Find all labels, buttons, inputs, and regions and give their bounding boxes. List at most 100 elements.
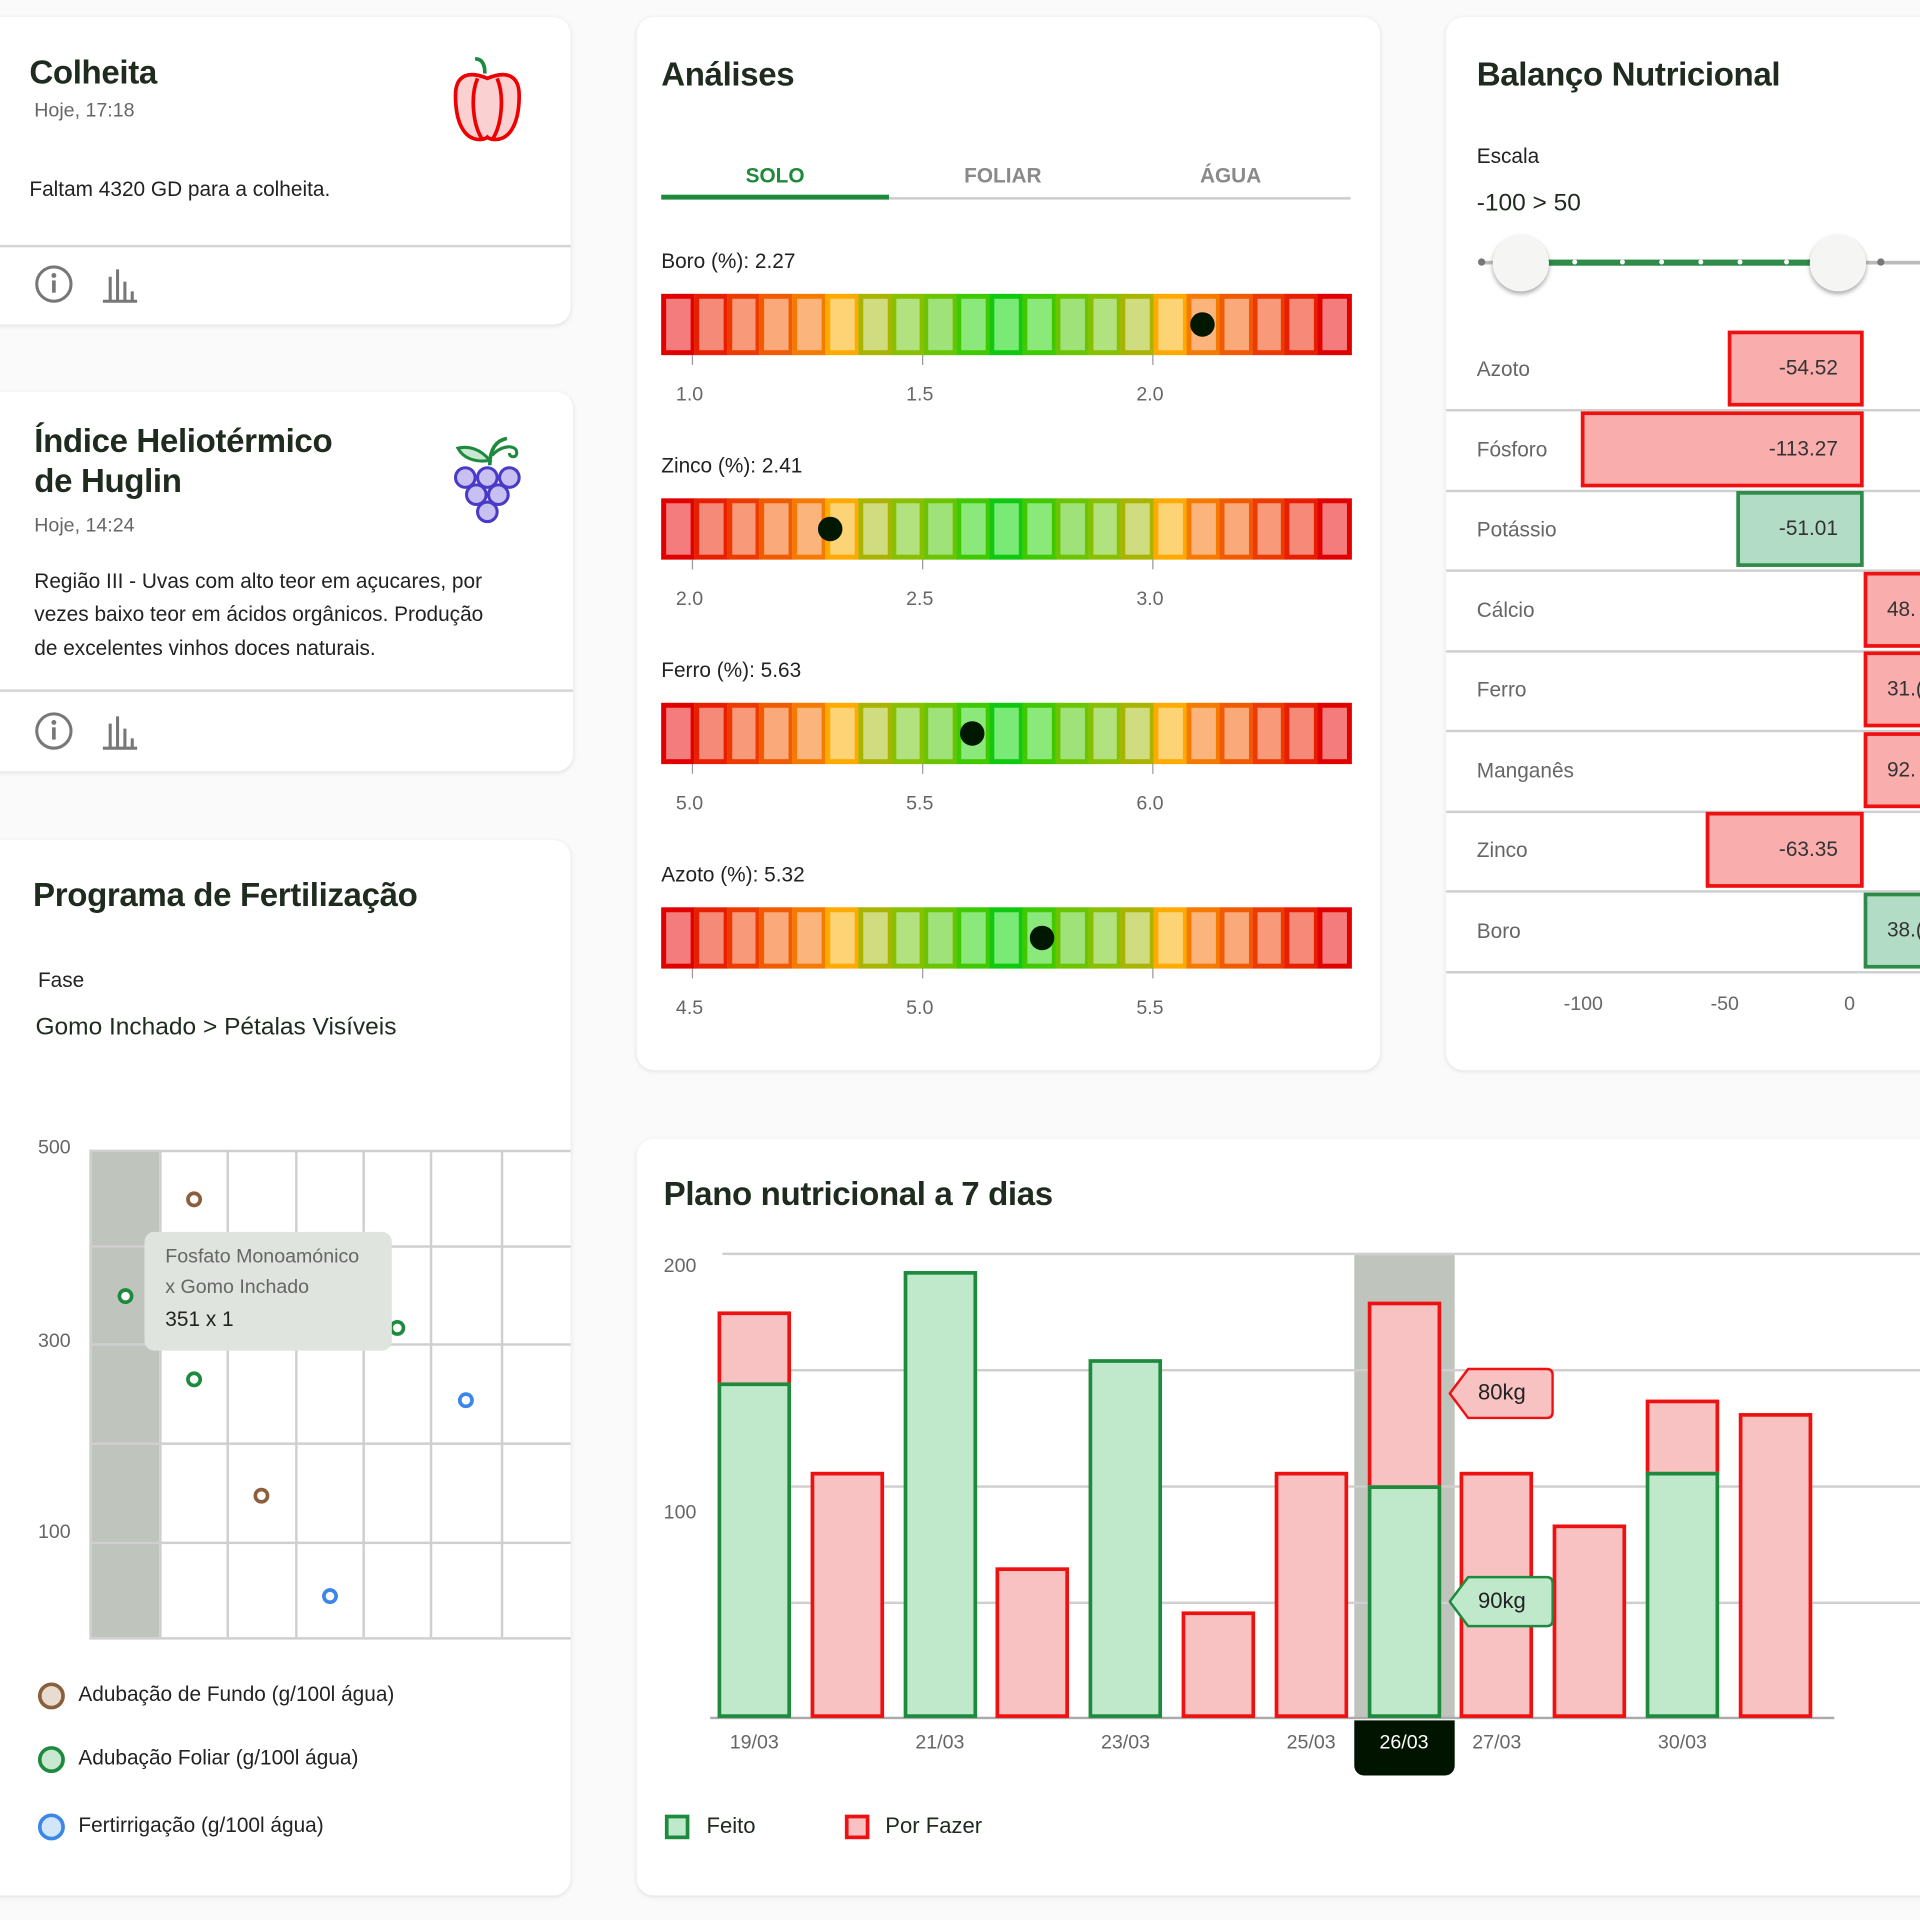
- bar-done[interactable]: [903, 1271, 977, 1718]
- analyses-title: Análises: [661, 56, 795, 94]
- tab-solo[interactable]: SOLO: [745, 164, 805, 188]
- slider-thumb-max[interactable]: [1809, 235, 1867, 292]
- balance-bar[interactable]: -54.52: [1727, 330, 1864, 407]
- gauge-segment: [858, 907, 893, 969]
- gauge-label: Boro (%): 2.27: [661, 249, 796, 274]
- gauge-tick: [691, 355, 694, 365]
- y-axis-label: 300: [37, 1331, 71, 1352]
- x-axis-label[interactable]: 25/03: [1286, 1732, 1336, 1754]
- gauge-segment: [694, 702, 729, 765]
- x-axis-label-selected[interactable]: 26/03: [1353, 1720, 1455, 1776]
- scatter-point[interactable]: [185, 1191, 202, 1208]
- harvest-time: Hoje, 17:18: [34, 100, 135, 122]
- scatter-point[interactable]: [185, 1371, 202, 1388]
- gauge-segment: [661, 907, 696, 969]
- gauge-segment: [825, 293, 860, 356]
- gauge-segment: [759, 293, 794, 356]
- gauge-segment: [1087, 498, 1123, 560]
- gauge-segment: [825, 702, 860, 765]
- balance-bar[interactable]: 48.: [1863, 571, 1920, 648]
- bar-chart-icon[interactable]: [100, 711, 139, 750]
- gauge-segment: [1284, 498, 1319, 560]
- scatter-point[interactable]: [457, 1391, 474, 1408]
- gauge-segment: [891, 498, 926, 560]
- tooltip-value: 351 x 1: [165, 1307, 234, 1332]
- gauge-segment: [1186, 702, 1221, 765]
- bar-chart-icon[interactable]: [100, 264, 139, 303]
- balance-title: Balanço Nutricional: [1476, 56, 1781, 94]
- gauge-segment: [1153, 702, 1188, 765]
- bar-todo[interactable]: [810, 1471, 884, 1718]
- gauge-segment: [661, 293, 696, 356]
- gauge-segment: [1252, 907, 1287, 969]
- grid-line: [89, 1637, 571, 1640]
- gauge-tick: [922, 968, 924, 979]
- bar-todo[interactable]: [1645, 1399, 1720, 1475]
- gauge-tick: [1152, 764, 1154, 774]
- info-icon[interactable]: [34, 711, 73, 750]
- balance-bar[interactable]: -51.01: [1736, 491, 1864, 567]
- balance-axis-label: -100: [1563, 994, 1603, 1016]
- phase-value[interactable]: Gomo Inchado > Pétalas Visíveis: [35, 1013, 397, 1041]
- x-axis-label[interactable]: 23/03: [1101, 1732, 1151, 1754]
- gauge-segment: [858, 702, 893, 765]
- gauge-segment: [1087, 702, 1123, 765]
- gauge-segment: [1317, 702, 1352, 765]
- gauge-tick-label: 2.0: [675, 588, 704, 610]
- bar-todo[interactable]: [1552, 1524, 1627, 1718]
- bar-todo[interactable]: [1181, 1610, 1256, 1718]
- gauge-segment: [694, 293, 729, 356]
- plan-bar-chart: 200 100 19/03 21/03 23/03 25/03 26/03 27/03 30/0…: [637, 1139, 1920, 1896]
- x-axis-label[interactable]: 30/03: [1657, 1732, 1707, 1754]
- scatter-point[interactable]: [116, 1287, 133, 1304]
- scatter-point[interactable]: [253, 1487, 270, 1504]
- bar-todo[interactable]: [717, 1310, 792, 1387]
- x-axis-line: [710, 1716, 1835, 1720]
- balance-bar[interactable]: -63.35: [1705, 811, 1864, 888]
- gauge-tick-label: 1.5: [906, 384, 934, 406]
- gauge-segment: [1252, 702, 1287, 765]
- grid-line: [722, 1252, 1920, 1256]
- bar-done[interactable]: [1645, 1471, 1720, 1718]
- tab-foliar[interactable]: FOLIAR: [964, 164, 1042, 188]
- tab-água[interactable]: ÁGUA: [1199, 164, 1262, 188]
- balance-bar[interactable]: 38.(: [1863, 892, 1920, 968]
- grid-line: [89, 1442, 571, 1445]
- grid-line: [159, 1149, 162, 1638]
- gauge-tick-label: 5.5: [1136, 997, 1164, 1019]
- gauge-tick-label: 5.0: [675, 793, 704, 815]
- legend-marker-todo: [844, 1814, 870, 1840]
- bar-todo[interactable]: [1367, 1301, 1441, 1489]
- row-divider: [1446, 729, 1920, 733]
- x-axis-label[interactable]: 27/03: [1472, 1732, 1522, 1754]
- gauge-segment: [726, 907, 761, 969]
- grid-line: [362, 1149, 365, 1638]
- bar-done[interactable]: [717, 1382, 792, 1718]
- annotation-label: 80kg: [1477, 1380, 1526, 1405]
- gauge-segment: [1120, 907, 1155, 969]
- scatter-point[interactable]: [321, 1587, 338, 1604]
- x-axis-label[interactable]: 19/03: [729, 1732, 779, 1754]
- x-axis-label[interactable]: 21/03: [915, 1732, 965, 1754]
- bar-todo[interactable]: [995, 1566, 1070, 1718]
- row-divider: [1446, 489, 1920, 492]
- legend-label: Adubação de Fundo (g/100l água): [78, 1682, 395, 1706]
- info-icon[interactable]: [34, 264, 73, 303]
- balance-axis-label: -50: [1710, 994, 1739, 1016]
- bar-done[interactable]: [1088, 1359, 1163, 1718]
- gauge-segment: [825, 498, 860, 560]
- balance-bar[interactable]: -113.27: [1580, 410, 1864, 487]
- gauge-segment: [694, 498, 729, 560]
- balance-bar[interactable]: 31.(: [1863, 651, 1920, 728]
- gauge-tick-label: 2.5: [906, 588, 934, 610]
- bar-done[interactable]: [1367, 1485, 1441, 1718]
- slider-thumb-min[interactable]: [1492, 235, 1549, 292]
- gauge-segment: [989, 702, 1024, 765]
- y-axis-label: 100: [663, 1502, 697, 1524]
- legend-marker: [37, 1682, 65, 1710]
- fertilization-scatter-chart: 500 300 100 Adubação de Fundo (g/100l água)…: [0, 840, 571, 1896]
- bar-todo[interactable]: [1738, 1413, 1812, 1718]
- balance-bar[interactable]: 92.: [1863, 731, 1920, 808]
- gauge-segment: [726, 293, 761, 356]
- bar-todo[interactable]: [1274, 1471, 1348, 1718]
